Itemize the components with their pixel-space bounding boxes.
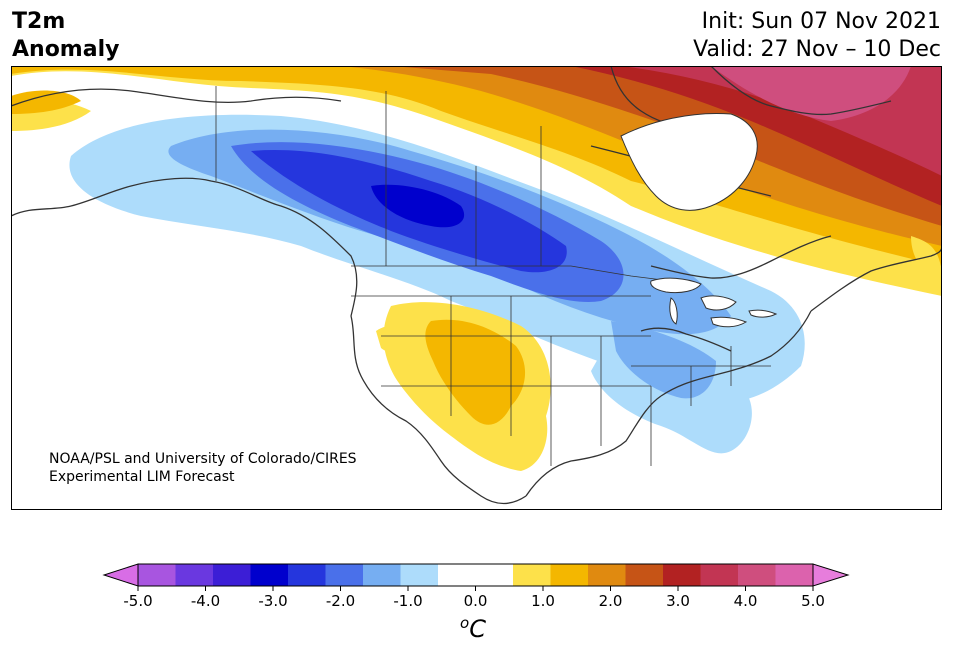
valid-date: Valid: 27 Nov – 10 Dec <box>693 37 941 62</box>
colorbar-cell <box>138 564 176 586</box>
colorbar-cell <box>175 564 214 586</box>
anomaly-map <box>11 66 942 510</box>
cool-anomaly <box>69 114 805 454</box>
colorbar-ticks: -5.0 -4.0 -3.0 -2.0 -1.0 0.0 1.0 2.0 3.0 4.0 5.0 <box>123 586 825 610</box>
colorbar-cell <box>213 564 251 586</box>
title-line-1: T2m <box>12 9 66 34</box>
credit-line-2: Experimental LIM Forecast <box>49 469 235 485</box>
colorbar-tick-label: -1.0 <box>393 592 422 610</box>
warm-anomaly-southwest <box>376 302 551 471</box>
colorbar-cell <box>738 564 776 586</box>
colorbar-cell <box>513 564 551 586</box>
colorbar-tick-label: -4.0 <box>191 592 220 610</box>
colorbar-cell <box>588 564 626 586</box>
credit-text: NOAA/PSL and University of Colorado/CIRE… <box>49 450 357 486</box>
colorbar-cells <box>138 564 814 586</box>
colorbar-tick-label: -5.0 <box>123 592 152 610</box>
forecast-dates: Init: Sun 07 Nov 2021 Valid: 27 Nov – 10… <box>693 8 941 64</box>
colorbar-cell <box>475 564 514 586</box>
great-lakes <box>650 277 778 328</box>
init-date: Init: Sun 07 Nov 2021 <box>701 9 941 34</box>
colorbar-cell <box>438 564 476 586</box>
colorbar-tick-label: 4.0 <box>734 592 758 610</box>
colorbar-extend-low <box>102 563 139 587</box>
colorbar-tick-label: 0.0 <box>464 592 488 610</box>
colorbar-cell <box>663 564 701 586</box>
map-title: T2m Anomaly <box>12 8 119 64</box>
colorbar-tick-label: 5.0 <box>801 592 825 610</box>
political-borders <box>215 86 771 466</box>
colorbar-tick-label: 2.0 <box>599 592 623 610</box>
colorbar-tick-label: -3.0 <box>258 592 287 610</box>
colorbar-cell <box>550 564 589 586</box>
colorbar-tick-label: 1.0 <box>531 592 555 610</box>
unit-superscript: o <box>460 614 470 632</box>
colorbar: -5.0 -4.0 -3.0 -2.0 -1.0 0.0 1.0 2.0 3.0 4.0 5.0 <box>102 563 850 610</box>
title-line-2: Anomaly <box>12 37 120 62</box>
colorbar-cell <box>325 564 364 586</box>
map-frame <box>11 66 942 510</box>
colorbar-extend-high <box>812 563 850 587</box>
colorbar-cell <box>250 564 289 586</box>
colorbar-cell <box>400 564 439 586</box>
hudson-bay <box>620 112 758 211</box>
colorbar-cell <box>288 564 326 586</box>
colorbar-cell <box>625 564 664 586</box>
colorbar-tick-label: 3.0 <box>666 592 690 610</box>
colorbar-cell <box>775 564 814 586</box>
credit-line-1: NOAA/PSL and University of Colorado/CIRE… <box>49 451 357 467</box>
colorbar-tick-label: -2.0 <box>326 592 355 610</box>
colorbar-cell <box>363 564 401 586</box>
unit-base: C <box>469 615 486 643</box>
colorbar-cell <box>700 564 739 586</box>
unit-label: oC <box>460 614 486 643</box>
